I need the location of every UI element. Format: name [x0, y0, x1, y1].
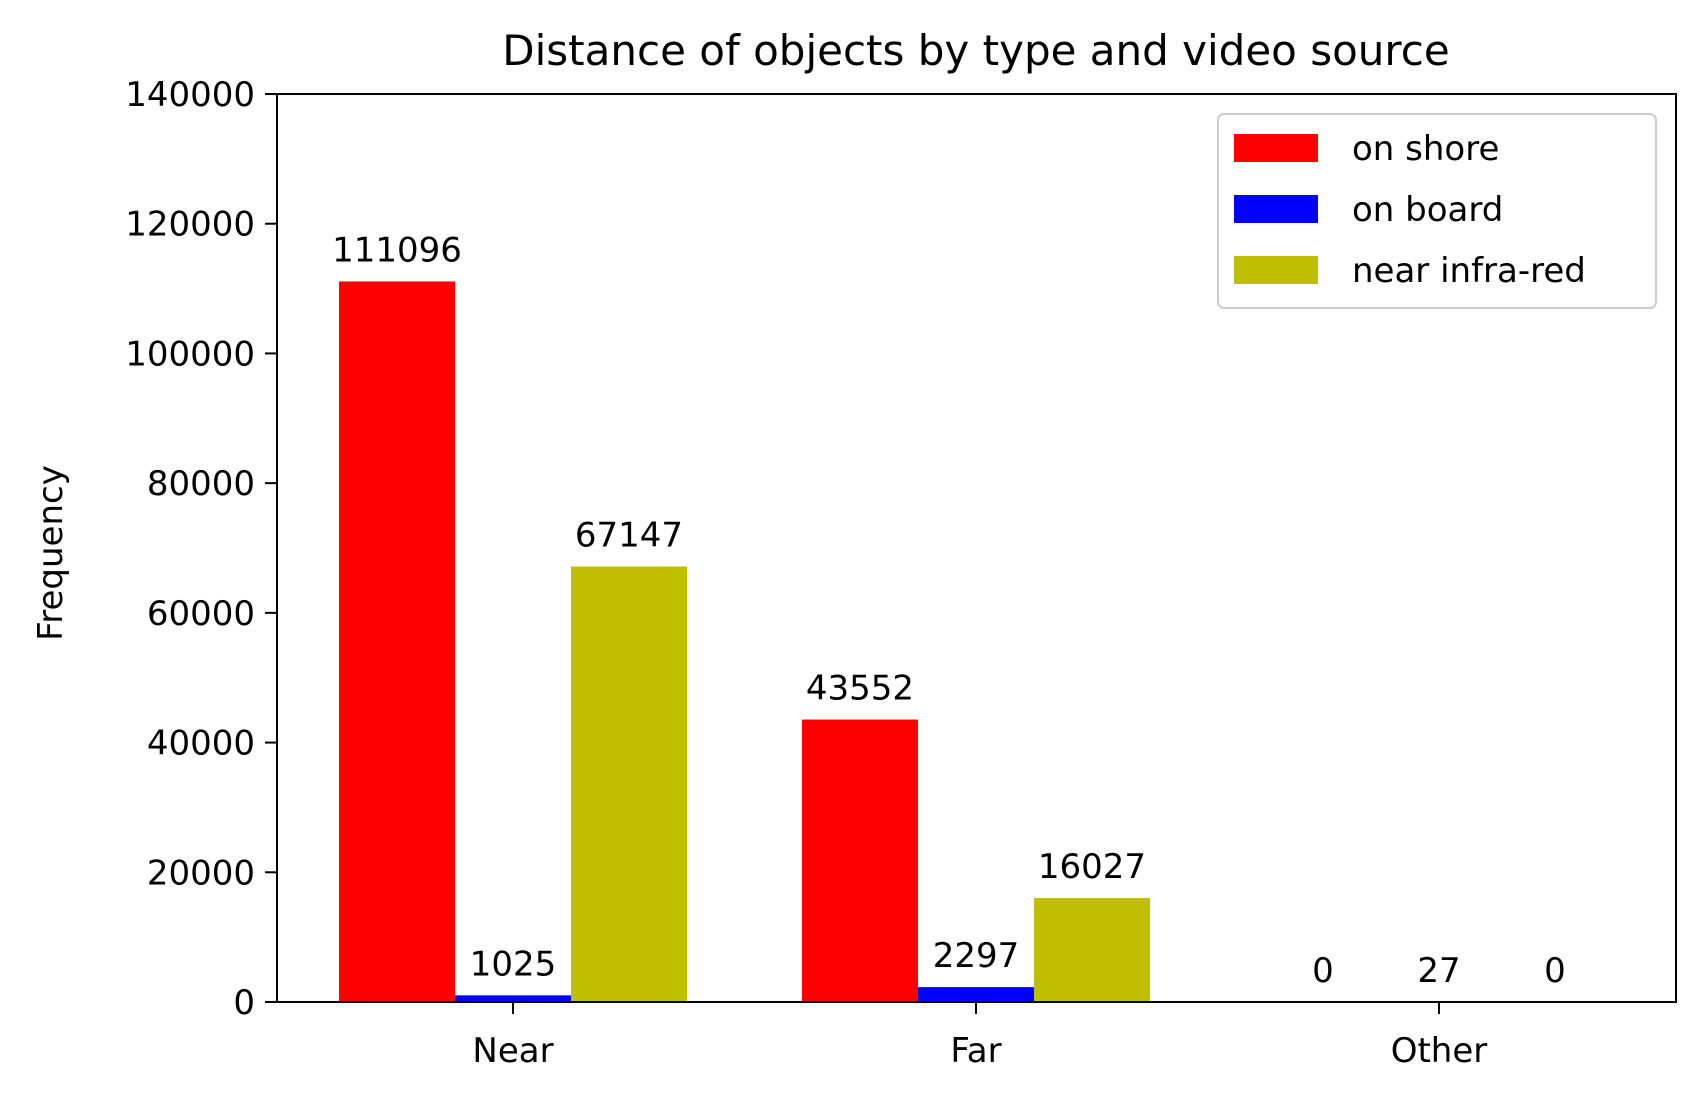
bar-on-board-near [455, 995, 571, 1002]
value-label-on-board-other: 27 [1417, 951, 1460, 991]
bar-near-infra-red-near [571, 566, 687, 1002]
y-tick-label: 80000 [147, 464, 255, 504]
value-labels-layer: 111096 1025 67147 43552 2297 16027 0 27 0 [332, 230, 1566, 991]
legend-swatch-near-infra-red [1234, 256, 1318, 284]
value-label-near-infra-red-far: 16027 [1038, 847, 1146, 887]
x-tick-label-near: Near [472, 1031, 553, 1071]
legend-swatch-on-board [1234, 195, 1318, 223]
value-label-on-shore-far: 43552 [806, 669, 914, 709]
bar-on-shore-far [802, 719, 918, 1002]
y-tick-label: 60000 [147, 594, 255, 634]
legend-label-on-board: on board [1352, 190, 1503, 230]
bar-on-shore-near [339, 281, 455, 1002]
legend-box [1217, 113, 1657, 309]
bars-layer [339, 281, 1497, 1002]
y-tick-label: 120000 [125, 205, 255, 245]
plot-frame [276, 93, 1677, 1003]
chart-title: Distance of objects by type and video so… [502, 26, 1449, 75]
bar-near-infra-red-far [1034, 898, 1150, 1002]
value-label-on-board-near: 1025 [470, 944, 557, 984]
y-tick-label: 0 [233, 983, 255, 1023]
y-tick-label: 40000 [147, 724, 255, 764]
x-axis: Near Far Other [472, 1002, 1487, 1071]
value-label-on-board-far: 2297 [933, 936, 1020, 976]
bar-on-board-far [918, 987, 1034, 1002]
legend-label-near-infra-red: near infra-red [1352, 251, 1586, 291]
legend-swatch-on-shore [1234, 134, 1318, 162]
legend: on shore on board near infra-red [1217, 113, 1657, 309]
value-label-near-infra-red-other: 0 [1544, 951, 1566, 991]
y-tick-label: 140000 [125, 75, 255, 115]
y-tick-label: 20000 [147, 853, 255, 893]
y-axis: 0 20000 40000 60000 80000 100000 120000 140000 [125, 75, 277, 1023]
legend-label-on-shore: on shore [1352, 129, 1499, 169]
value-label-near-infra-red-near: 67147 [575, 516, 683, 556]
x-tick-label-other: Other [1391, 1031, 1488, 1071]
value-label-on-shore-near: 111096 [332, 230, 462, 270]
y-tick-label: 100000 [125, 334, 255, 374]
y-axis-label: Frequency [31, 465, 71, 641]
x-tick-label-far: Far [950, 1031, 1001, 1071]
value-label-on-shore-other: 0 [1312, 951, 1334, 991]
